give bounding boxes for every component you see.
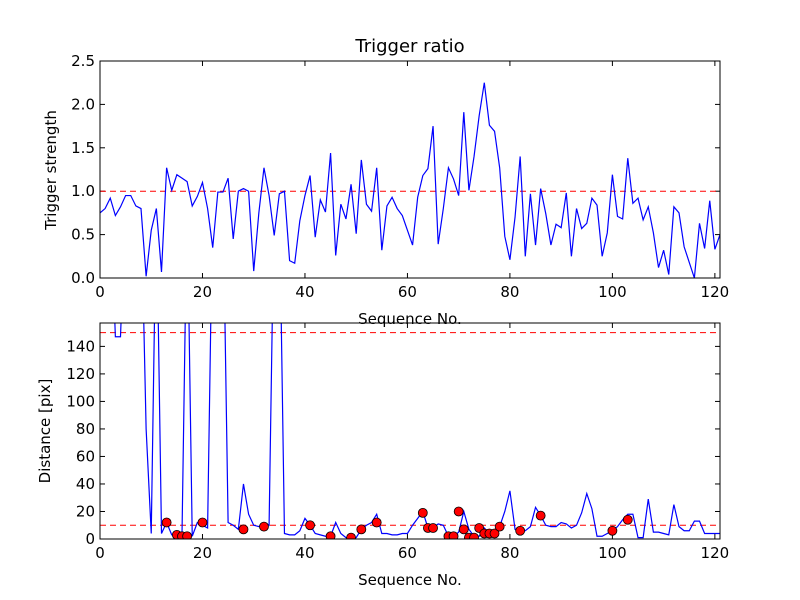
- x-tick-label: 0: [95, 544, 105, 562]
- x-tick-label: 120: [701, 544, 730, 562]
- marker-point: [448, 531, 459, 539]
- marker-point: [371, 517, 382, 528]
- marker-point: [469, 532, 479, 539]
- marker-point: [417, 507, 428, 518]
- y-tick-label: 0.0: [71, 269, 95, 287]
- y-tick-label: 140: [66, 337, 95, 355]
- x-tick-label: 60: [398, 283, 417, 301]
- y-tick-label: 1.5: [71, 139, 95, 157]
- distance-chart: 0 20 40 60 80 100 120 0 20 40 60 80 100 120 140 Sequen…: [36, 322, 729, 589]
- marker-point: [607, 525, 618, 536]
- x-tick-label: 40: [295, 283, 314, 301]
- x-tick-label: 100: [598, 544, 627, 562]
- marker-point: [489, 528, 500, 539]
- y-tick-label: 80: [76, 420, 95, 438]
- marker-point: [458, 524, 469, 535]
- x-tick-label: 20: [193, 544, 212, 562]
- marker-point: [535, 510, 546, 521]
- trigger-ratio-chart: Trigger ratio 0 20 40 60 80 100 120 0.0 0.5 1.0 1.…: [42, 36, 729, 328]
- marker-point: [622, 514, 633, 525]
- marker-point: [259, 521, 269, 532]
- y-tick-label: 40: [76, 475, 95, 493]
- marker-point: [161, 517, 172, 528]
- x-axis-label: Sequence No.: [358, 310, 462, 328]
- trigger-strength-line: [100, 82, 720, 278]
- plot-frame: [99, 60, 721, 279]
- chart-title: Trigger ratio: [354, 36, 464, 57]
- marker-point: [305, 520, 315, 531]
- axis-ticks: 0 20 40 60 80 100 120 0.0 0.5 1.0 1.5 2.0 2.5: [71, 52, 729, 301]
- y-tick-label: 120: [66, 365, 95, 383]
- x-tick-label: 60: [398, 544, 417, 562]
- y-axis-label: Distance [pix]: [36, 379, 54, 484]
- x-tick-label: 120: [701, 283, 730, 301]
- y-tick-label: 1.0: [71, 182, 95, 200]
- match-markers: [161, 506, 633, 539]
- y-tick-label: 2.5: [71, 52, 95, 70]
- axis-ticks: 0 20 40 60 80 100 120 0 20 40 60 80 100 120 140: [66, 323, 729, 562]
- x-tick-label: 100: [598, 283, 627, 301]
- marker-point: [515, 525, 526, 536]
- y-tick-label: 100: [66, 392, 95, 410]
- marker-point: [494, 521, 505, 532]
- marker-point: [346, 532, 356, 539]
- x-tick-label: 80: [500, 283, 519, 301]
- y-tick-label: 0: [85, 530, 95, 548]
- marker-point: [182, 531, 193, 539]
- y-axis-label: Trigger strength: [42, 110, 60, 231]
- x-axis-label: Sequence No.: [358, 571, 462, 589]
- marker-point: [453, 506, 464, 517]
- marker-point: [238, 524, 249, 535]
- y-tick-label: 60: [76, 447, 95, 465]
- marker-point: [325, 531, 336, 539]
- y-tick-label: 20: [76, 502, 95, 520]
- plot-frame: [99, 322, 721, 540]
- marker-point: [356, 524, 367, 535]
- marker-point: [428, 523, 438, 533]
- y-tick-label: 0.5: [71, 226, 95, 244]
- x-tick-label: 0: [95, 283, 105, 301]
- x-tick-label: 40: [295, 544, 314, 562]
- marker-point: [197, 517, 208, 528]
- x-tick-label: 80: [500, 544, 519, 562]
- x-tick-label: 20: [193, 283, 212, 301]
- y-tick-label: 2.0: [71, 95, 95, 113]
